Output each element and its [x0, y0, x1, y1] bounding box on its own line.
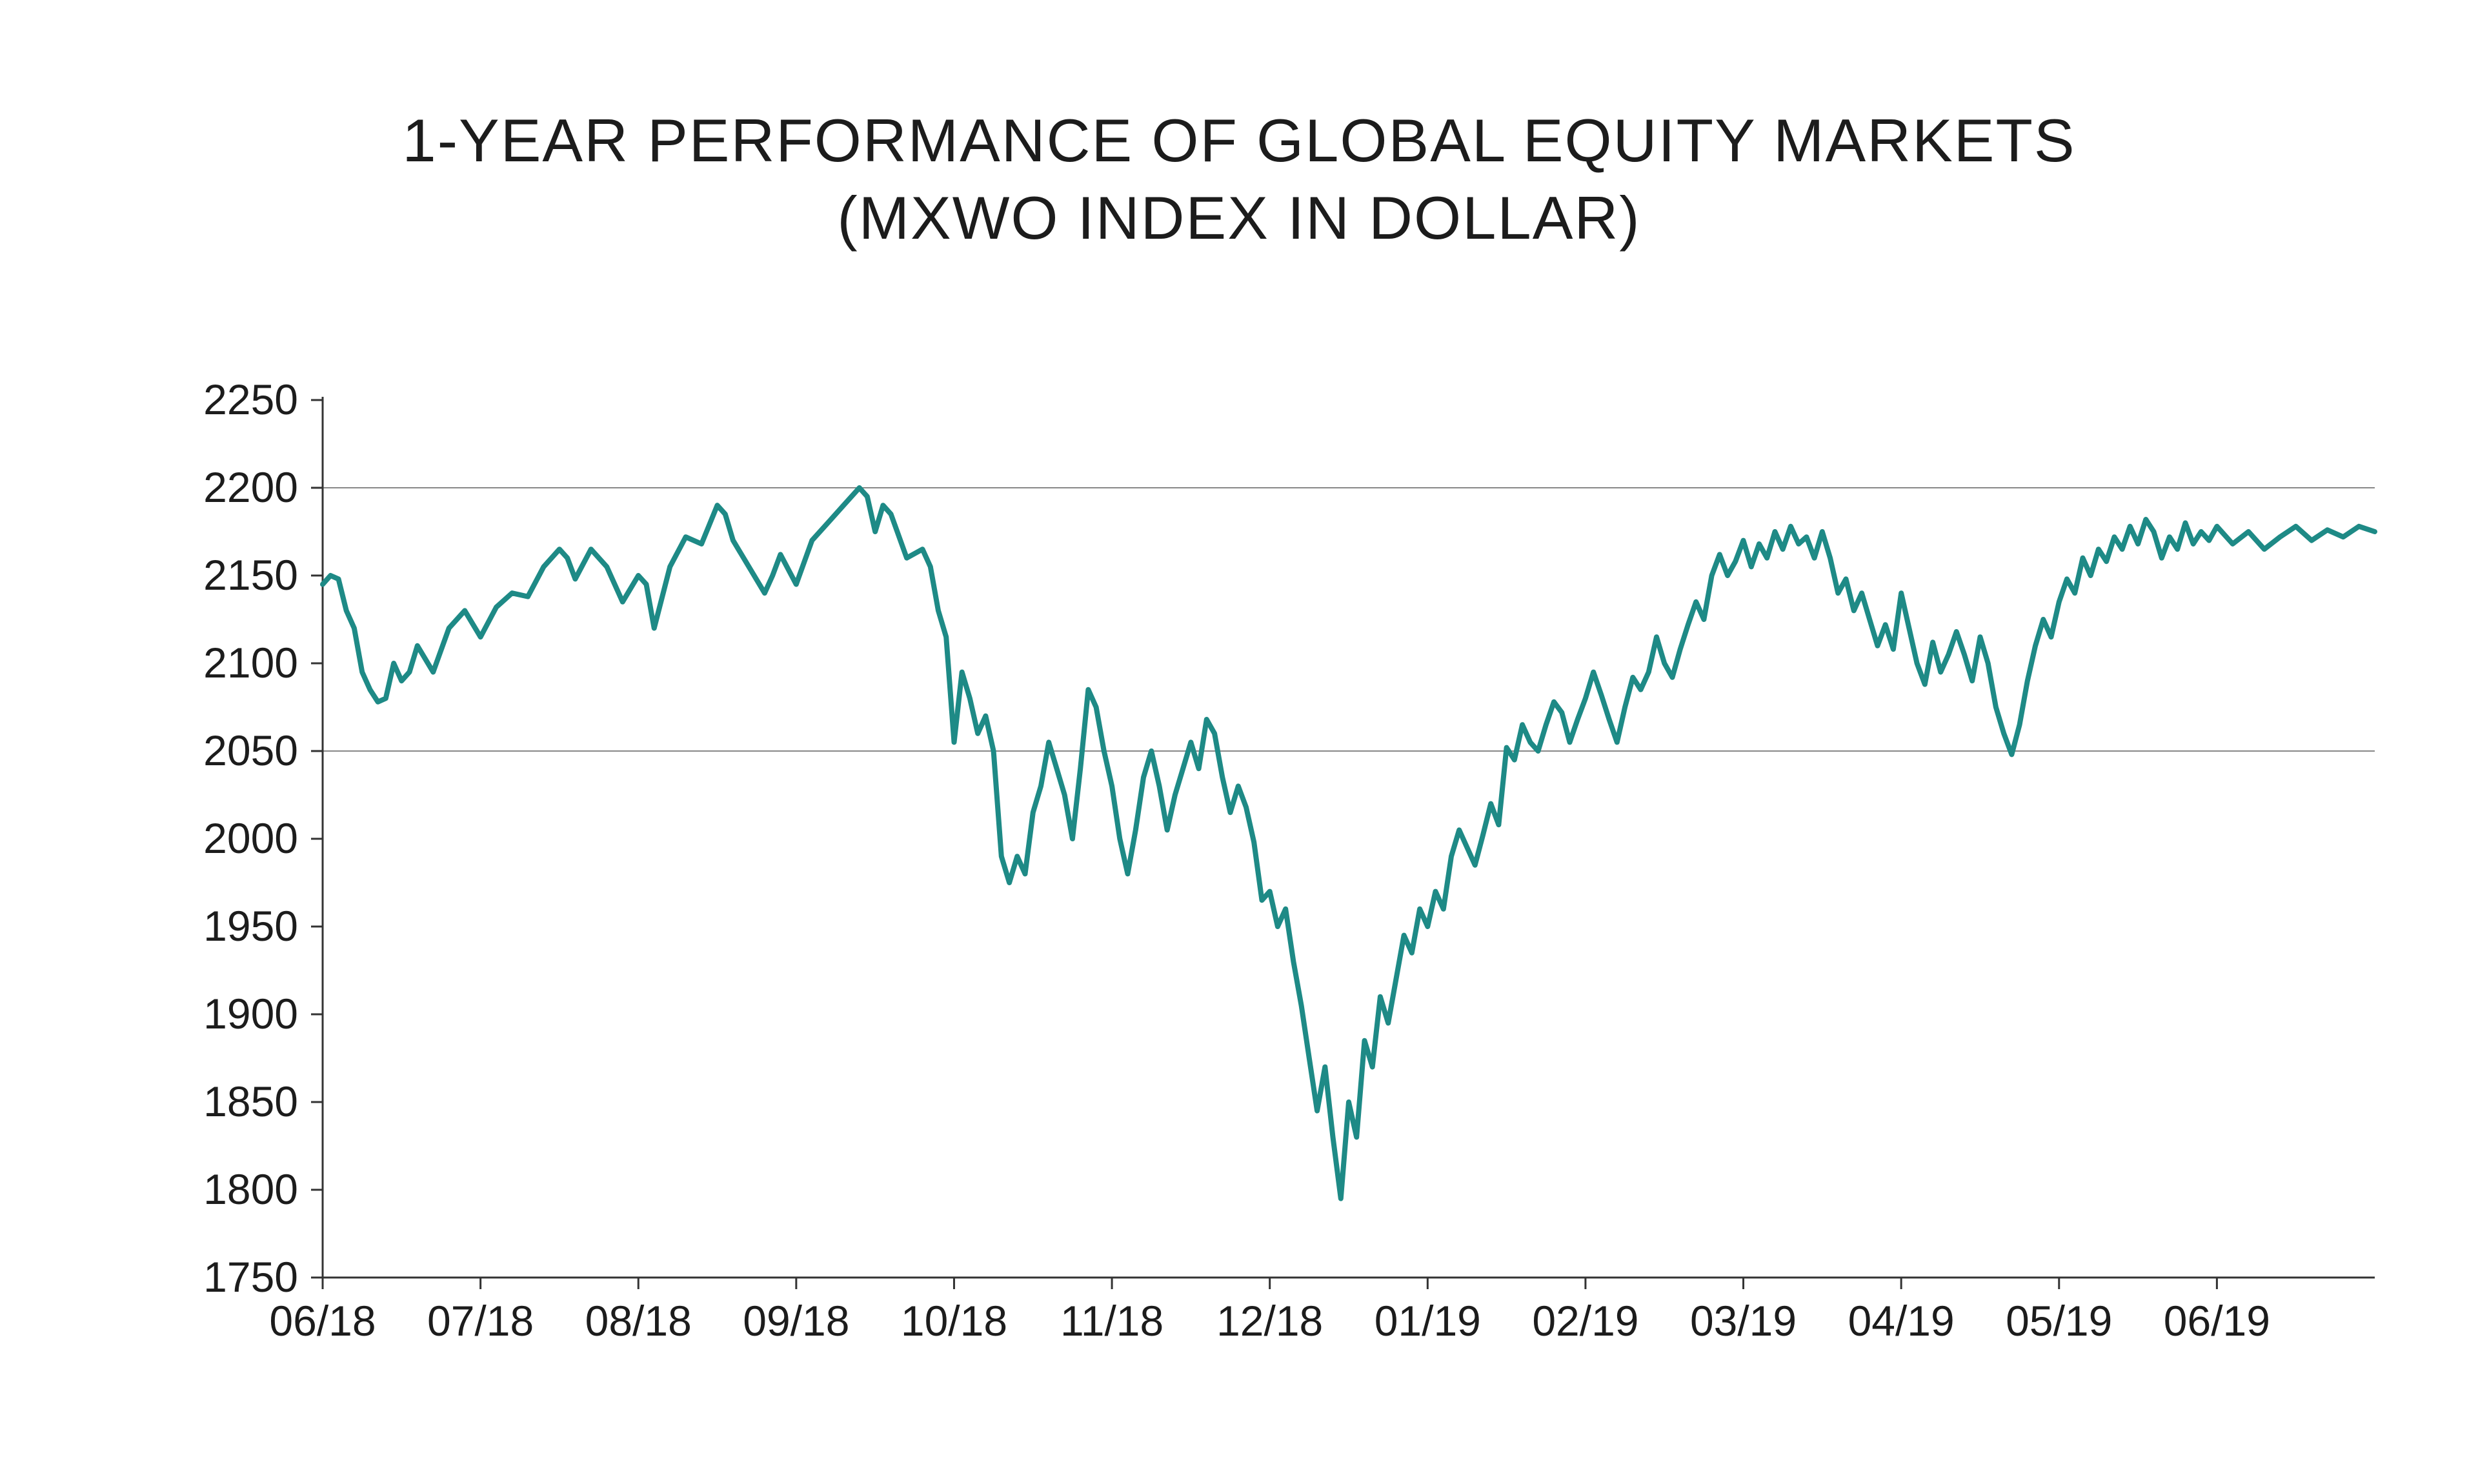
x-tick-label: 03/19	[1690, 1297, 1797, 1345]
x-tick-label: 11/18	[1060, 1297, 1163, 1345]
y-tick-label: 1900	[203, 990, 298, 1038]
x-tick-label: 05/19	[2006, 1297, 2112, 1345]
x-tick-label: 01/19	[1375, 1297, 1481, 1345]
chart-container: 1-YEAR PERFORMANCE OF GLOBAL EQUITY MARK…	[0, 0, 2478, 1484]
y-tick-label: 2150	[203, 551, 298, 599]
chart-title-line2: (MXWO INDEX IN DOLLAR)	[837, 184, 1640, 252]
y-tick-label: 2000	[203, 814, 298, 862]
y-tick-label: 2100	[203, 639, 298, 687]
y-tick-label: 1750	[203, 1253, 298, 1301]
x-tick-label: 04/19	[1848, 1297, 1955, 1345]
x-tick-label: 06/18	[269, 1297, 376, 1345]
x-tick-label: 08/18	[585, 1297, 692, 1345]
y-tick-label: 1850	[203, 1078, 298, 1125]
y-tick-label: 1950	[203, 902, 298, 950]
chart-title-line1: 1-YEAR PERFORMANCE OF GLOBAL EQUITY MARK…	[402, 106, 2075, 174]
x-tick-label: 02/19	[1532, 1297, 1638, 1345]
line-chart-svg: 1-YEAR PERFORMANCE OF GLOBAL EQUITY MARK…	[0, 0, 2478, 1484]
x-tick-label: 06/19	[2164, 1297, 2270, 1345]
y-tick-label: 2200	[203, 463, 298, 511]
x-tick-label: 12/18	[1216, 1297, 1323, 1345]
y-tick-label: 1800	[203, 1165, 298, 1213]
y-tick-label: 2050	[203, 727, 298, 774]
y-tick-label: 2250	[203, 376, 298, 423]
x-tick-label: 10/18	[901, 1297, 1007, 1345]
x-tick-label: 09/18	[743, 1297, 849, 1345]
x-tick-label: 07/18	[427, 1297, 534, 1345]
